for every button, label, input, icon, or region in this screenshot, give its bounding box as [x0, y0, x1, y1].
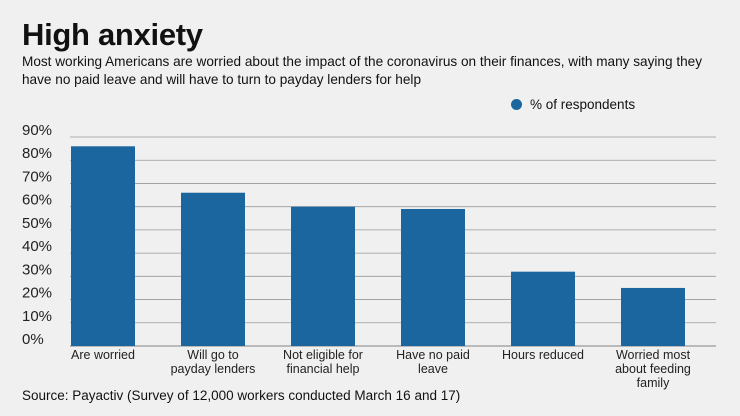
y-tick-label: 50%: [22, 215, 52, 232]
x-tick-label: Worried most about feeding family: [615, 348, 691, 390]
legend-swatch: [511, 99, 522, 110]
x-tick-label: Have no paid leave: [396, 348, 470, 376]
bar: [401, 208, 465, 346]
x-tick-label: Will go to payday lenders: [171, 348, 256, 376]
y-tick-label: 70%: [22, 168, 52, 185]
y-tick-label: 30%: [22, 261, 52, 278]
bar: [621, 287, 685, 346]
y-tick-label: 0%: [22, 331, 44, 348]
y-tick-label: 60%: [22, 192, 52, 209]
bar: [291, 206, 355, 346]
source-note: Source: Payactiv (Survey of 12,000 worke…: [22, 388, 461, 403]
y-tick-label: 40%: [22, 238, 52, 255]
x-tick-label: Are worried: [71, 348, 135, 362]
bar: [71, 146, 135, 346]
legend: % of respondents: [511, 97, 635, 112]
legend-label: % of respondents: [530, 97, 636, 112]
y-tick-label: 10%: [22, 308, 52, 325]
bar: [511, 271, 575, 346]
chart-subtitle: Most working Americans are worried about…: [22, 54, 703, 87]
y-tick-label: 20%: [22, 285, 52, 302]
x-tick-label: Not eligible for financial help: [283, 348, 363, 376]
x-tick-label: Hours reduced: [502, 348, 584, 362]
y-tick-label: 90%: [22, 122, 52, 139]
chart-title: High anxiety: [22, 17, 203, 52]
y-tick-label: 80%: [22, 145, 52, 162]
bar: [181, 192, 245, 346]
